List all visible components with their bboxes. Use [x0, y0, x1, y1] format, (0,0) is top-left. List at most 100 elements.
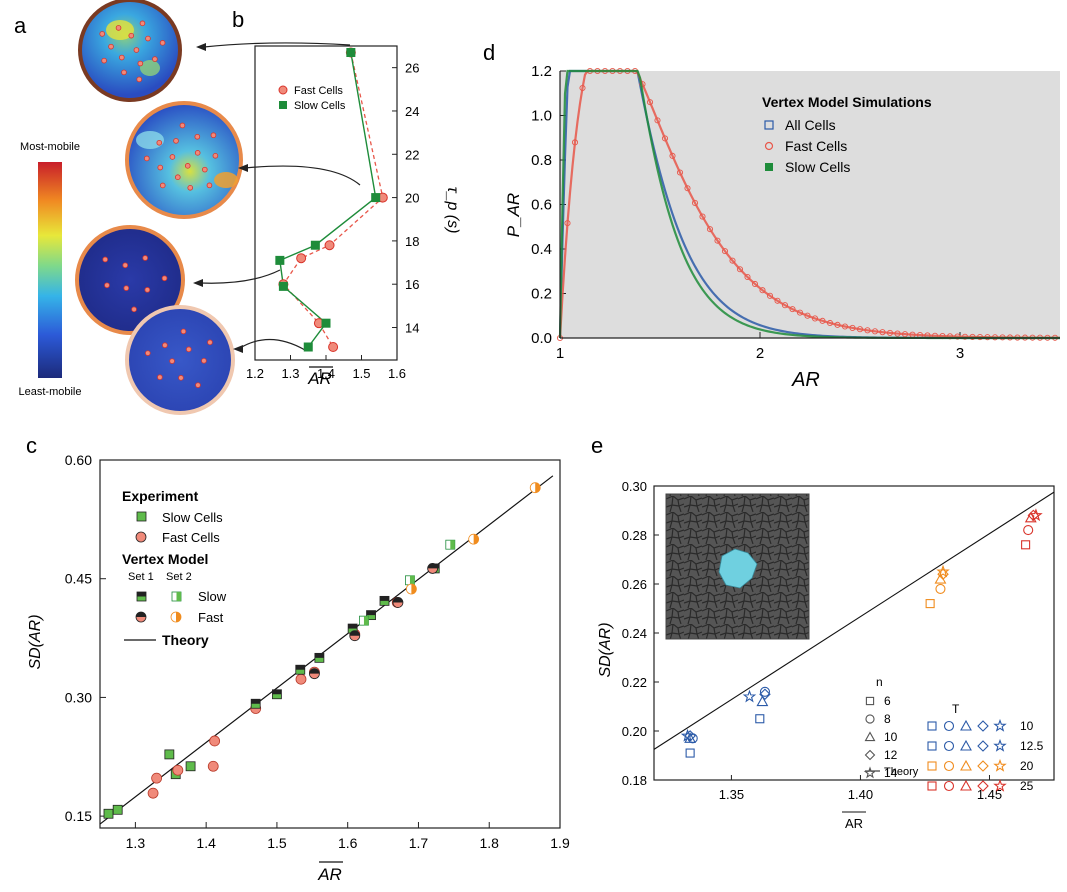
panel-c-xlabel: AR — [317, 865, 342, 884]
legend-n-label: 6 — [884, 694, 891, 708]
x-tick-label: 1.8 — [479, 835, 499, 851]
legend-all-cells-marker — [764, 120, 774, 130]
legend-T-marker — [943, 740, 955, 752]
legend-theory-label: Theory — [162, 632, 209, 648]
panel-e-xlabel: AR — [845, 816, 863, 831]
fast-cell-dot — [99, 31, 106, 37]
vm-fast-set2-half — [473, 534, 479, 545]
fast-cells-point — [834, 321, 841, 328]
fast-cell-dot — [118, 54, 125, 61]
fast-cell-dot — [184, 163, 191, 169]
legend-T-marker — [977, 780, 989, 792]
exp-slow-point — [164, 749, 175, 760]
e-point-T25-circle — [1023, 525, 1034, 536]
panel-d: d 1 2 3 0.0 0.2 0.4 0.6 0.8 1.0 1.2 Vertex Model … — [483, 40, 1061, 391]
fast-cells-point — [661, 135, 669, 142]
y-tick-label: 0.45 — [65, 571, 92, 587]
legend-T-marker — [993, 738, 1007, 752]
y-tick-label: 22 — [405, 147, 419, 162]
y-tick-label: 0.2 — [531, 286, 552, 303]
y-tick-label: 1.2 — [531, 63, 552, 80]
fast-cells-point — [879, 329, 886, 336]
e-point-T25-square — [1021, 540, 1031, 550]
y-tick-label: 0.18 — [622, 773, 647, 788]
fast-cells-point — [714, 237, 721, 244]
fast-cell-dot — [201, 358, 207, 364]
slow-cells-point — [371, 193, 381, 203]
e-point-T20-star — [936, 564, 950, 578]
e-point-T20-square — [925, 599, 935, 609]
vm-fast-set1-half — [349, 630, 360, 636]
legend-T-marker — [993, 778, 1007, 792]
legend-T-marker — [993, 718, 1007, 732]
legend-n-label: 10 — [884, 730, 898, 744]
legend-T-label: 10 — [1020, 719, 1034, 733]
fast-cells-point — [886, 329, 894, 336]
legend-T-marker — [977, 720, 989, 732]
fast-cells-point — [819, 317, 826, 324]
x-tick-label: 1.3 — [126, 835, 146, 851]
y-tick-label: 0.4 — [531, 241, 552, 258]
y-tick-label: 24 — [405, 104, 419, 119]
legend-vm-slow-set1-marker — [136, 591, 147, 602]
y-tick-label: 0.8 — [531, 152, 552, 169]
fast-cell-dot — [144, 287, 151, 293]
legend-n-label: 8 — [884, 712, 891, 726]
y-tick-label: 26 — [405, 61, 419, 76]
fast-cell-dot — [136, 76, 143, 83]
y-tick-label: 14 — [405, 321, 419, 336]
fast-cell-dot — [194, 150, 201, 156]
fast-cell-dot — [133, 47, 140, 53]
legend-slow-marker — [279, 101, 287, 109]
fast-cell-dot — [202, 166, 208, 173]
x-tick-label: 2 — [756, 345, 764, 362]
vm-slow-set1-half — [272, 689, 282, 695]
fast-cell-dot — [185, 346, 192, 353]
fast-cells-point — [796, 309, 804, 316]
y-tick-label: 0.20 — [622, 724, 647, 739]
fast-cell-dot — [152, 56, 158, 62]
fast-cell-dot — [121, 69, 127, 76]
panel-d-xlabel: AR — [791, 369, 820, 391]
legend-exp-slow-label: Slow Cells — [162, 510, 223, 525]
panel-d-title: Vertex Model Simulations — [762, 94, 932, 110]
vm-slow-set1-half — [348, 624, 358, 629]
e-point-T10-square — [685, 748, 695, 758]
x-tick-label: 1.40 — [848, 787, 873, 802]
legend-T-marker — [960, 779, 972, 791]
fast-cells-point — [849, 324, 856, 331]
fast-cell-dot — [159, 182, 166, 189]
vm-slow-set1-half — [366, 610, 376, 616]
y-tick-label: 0.60 — [65, 452, 92, 468]
fast-cell-dot — [174, 174, 181, 181]
fast-cells-point — [324, 240, 335, 251]
e-point-T12_5-diamond — [759, 688, 771, 701]
panel-c-plot — [99, 475, 554, 825]
y-tick-label: 20 — [405, 191, 419, 206]
e-point-T12_5-triangle — [756, 695, 769, 707]
legend-T-marker — [927, 781, 937, 791]
fast-cells-point — [691, 199, 699, 206]
fast-cells-point — [296, 253, 307, 264]
fast-cell-dot — [104, 282, 110, 289]
fast-cell-markers — [99, 20, 219, 388]
x-tick-label: 1.5 — [352, 366, 370, 381]
panel-c-axes: 1.3 1.4 1.5 1.6 1.7 1.8 1.9 0.15 0.30 0.45 0.60 — [65, 452, 570, 851]
panel-c-legend: Experiment Slow Cells Fast Cells Vertex … — [122, 488, 227, 648]
x-tick-label: 1.9 — [550, 835, 570, 851]
slow-cells-point — [275, 255, 285, 265]
fast-cell-dot — [169, 154, 176, 160]
fast-cell-dot — [173, 138, 179, 144]
exp-fast-point — [207, 760, 219, 772]
y-tick-label: 1.0 — [531, 108, 552, 125]
fast-cell-dot — [157, 374, 163, 381]
fast-cells-point — [856, 326, 864, 333]
theory-line — [99, 475, 554, 825]
legend-T-marker — [960, 739, 972, 751]
x-tick-label: 1.35 — [719, 787, 744, 802]
fast-cell-dot — [101, 57, 107, 64]
panel-d-ylabel: P_AR — [504, 193, 523, 237]
vm-fast-set2-half — [411, 583, 417, 594]
fast-cells-point — [328, 342, 339, 353]
legend-fast-marker — [278, 85, 288, 95]
